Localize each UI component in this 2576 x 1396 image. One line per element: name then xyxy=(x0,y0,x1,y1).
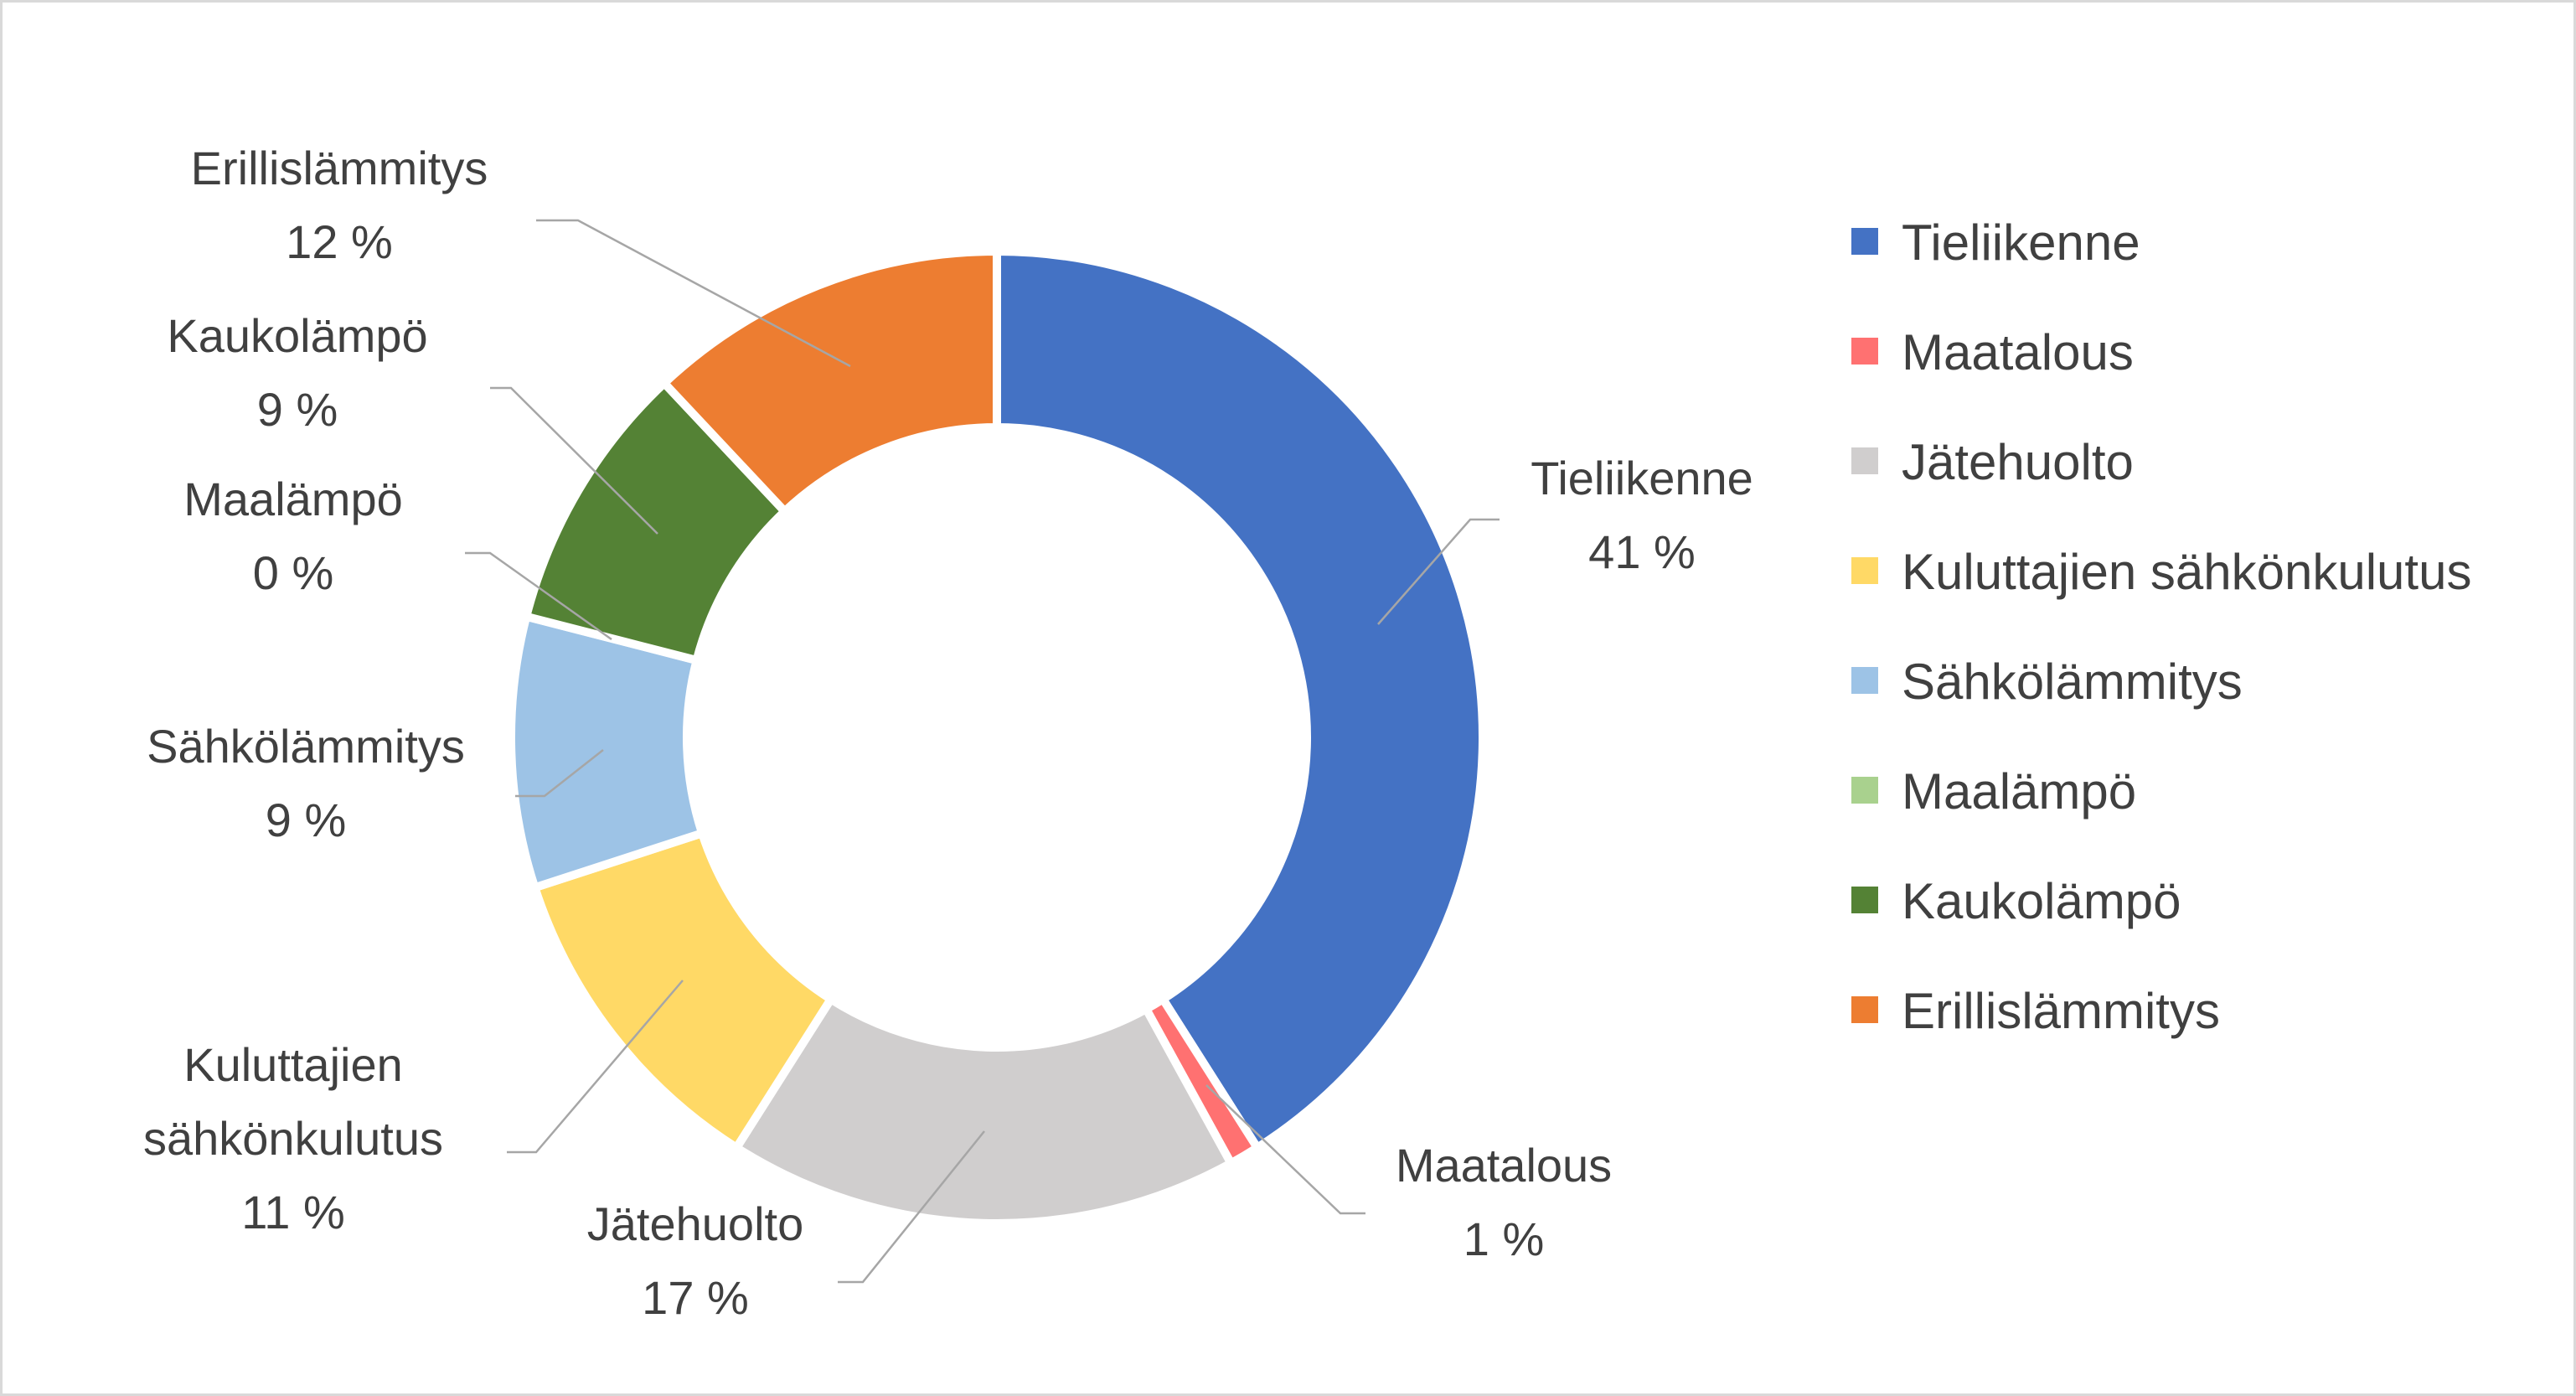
legend-item-6: Kaukolämpö xyxy=(1851,873,2181,929)
legend-label: Erillislämmitys xyxy=(1902,983,2220,1039)
data-label-5: Maalämpö 0 % xyxy=(183,473,402,599)
legend-label: Maatalous xyxy=(1902,324,2134,380)
data-label-percent: 12 % xyxy=(286,215,393,268)
data-label-3: Kuluttajien sähkönkulutus 11 % xyxy=(143,1038,443,1238)
data-label-name: Tieliikenne xyxy=(1531,452,1753,504)
data-label-name: Erillislämmitys xyxy=(191,142,488,194)
legend-item-1: Maatalous xyxy=(1851,324,2134,380)
data-label-name: Kuluttajien xyxy=(183,1038,403,1091)
slices-layer xyxy=(507,246,1487,1228)
legend-swatch xyxy=(1851,447,1878,474)
leader-line-6 xyxy=(490,386,658,535)
leader-line-3 xyxy=(507,980,684,1154)
data-label-percent: 1 % xyxy=(1464,1212,1545,1265)
data-label-0: Tieliikenne 41 % xyxy=(1531,452,1753,578)
legend-label: Sähkölämmitys xyxy=(1902,654,2243,710)
data-labels-layer: Tieliikenne 41 % Maatalous 1 % Jätehuolto 17 … xyxy=(143,142,1753,1324)
legend-item-0: Tieliikenne xyxy=(1851,215,2140,271)
legend-swatch xyxy=(1851,996,1878,1023)
legend-item-5: Maalämpö xyxy=(1851,763,2136,820)
legend-label: Jätehuolto xyxy=(1902,434,2134,490)
data-label-percent: 9 % xyxy=(266,794,347,846)
legend-item-7: Erillislämmitys xyxy=(1851,983,2220,1039)
legend-label: Kaukolämpö xyxy=(1902,873,2181,929)
leader-line-2 xyxy=(838,1130,985,1284)
data-label-name: Kaukolämpö xyxy=(167,309,427,362)
data-label-name: Maatalous xyxy=(1396,1139,1612,1192)
leader-line-5 xyxy=(465,551,612,641)
data-label-7: Erillislämmitys 12 % xyxy=(191,142,488,268)
data-label-name: Jätehuolto xyxy=(587,1197,803,1250)
legend-swatch xyxy=(1851,228,1878,255)
legend-label: Tieliikenne xyxy=(1902,215,2140,271)
data-label-1: Maatalous 1 % xyxy=(1396,1139,1612,1265)
legend-swatch xyxy=(1851,777,1878,804)
data-label-name: Maalämpö xyxy=(183,473,402,525)
legend-label: Maalämpö xyxy=(1902,763,2136,820)
leader-line-0 xyxy=(1377,518,1500,625)
slice-0 xyxy=(993,246,1487,1154)
slice-7 xyxy=(658,246,1001,518)
legend: Tieliikenne Maatalous Jätehuolto Kuluttajie… xyxy=(1851,215,2471,1039)
legend-swatch xyxy=(1851,557,1878,584)
data-label-4: Sähkölämmitys 9 % xyxy=(147,720,465,846)
data-label-percent: 9 % xyxy=(257,383,338,436)
data-label-percent: 0 % xyxy=(253,546,334,599)
data-label-percent: 17 % xyxy=(642,1271,749,1324)
slice-2 xyxy=(730,993,1237,1228)
legend-swatch xyxy=(1851,887,1878,913)
legend-item-4: Sähkölämmitys xyxy=(1851,654,2243,710)
data-label-6: Kaukolämpö 9 % xyxy=(167,309,427,436)
data-label-percent: 41 % xyxy=(1588,525,1696,578)
legend-item-3: Kuluttajien sähkönkulutus xyxy=(1851,544,2471,600)
leader-lines-layer xyxy=(465,219,1500,1284)
data-label-percent: 11 % xyxy=(241,1186,344,1238)
leader-line-1 xyxy=(1205,1084,1365,1215)
data-label-name: Sähkölämmitys xyxy=(147,720,465,773)
legend-label: Kuluttajien sähkönkulutus xyxy=(1902,544,2471,600)
leader-line-4 xyxy=(515,749,604,798)
data-label-2: Jätehuolto 17 % xyxy=(587,1197,803,1324)
legend-item-2: Jätehuolto xyxy=(1851,434,2134,490)
leader-line-7 xyxy=(536,219,851,368)
legend-swatch xyxy=(1851,338,1878,365)
data-label-name: sähkönkulutus xyxy=(143,1112,443,1165)
legend-swatch xyxy=(1851,667,1878,694)
